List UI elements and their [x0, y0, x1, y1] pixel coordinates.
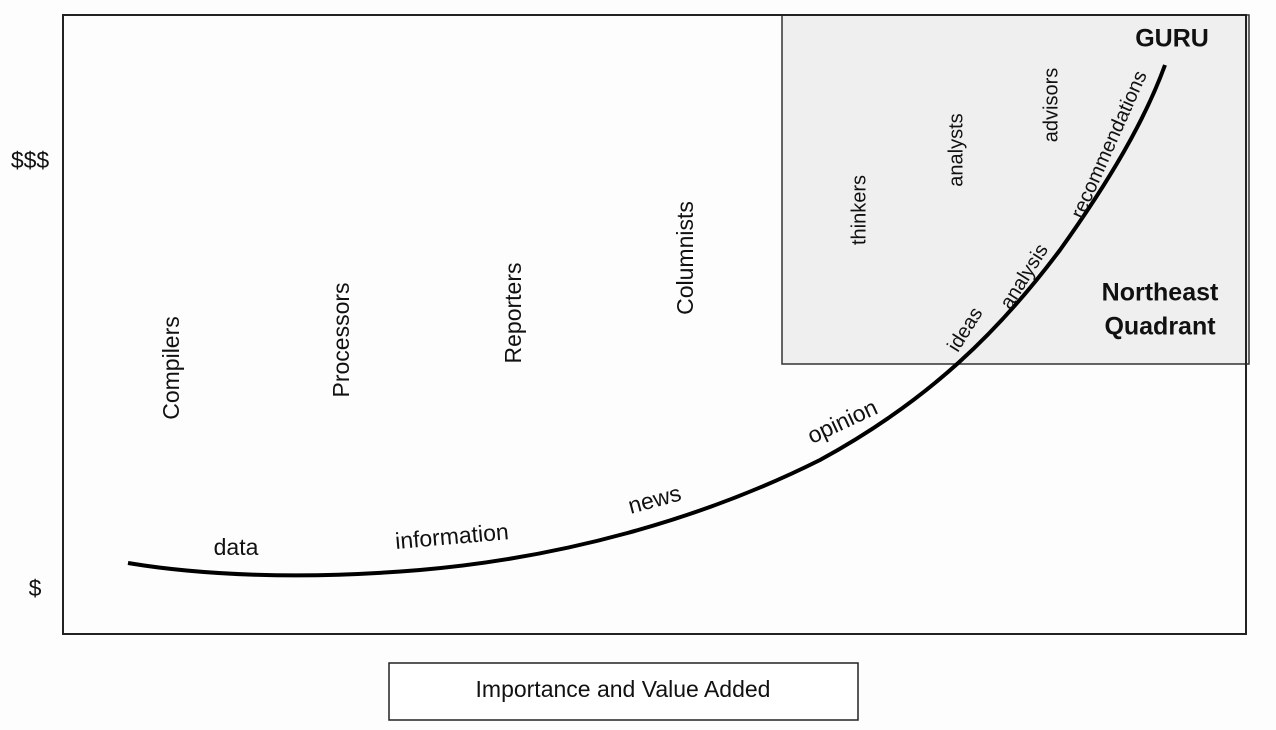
quadrant-label: Northeast	[1102, 279, 1219, 307]
role-label: Compilers	[158, 316, 184, 420]
role-label: Processors	[328, 282, 354, 397]
quadrant-role-label: analysts	[945, 113, 967, 186]
role-label: Columnists	[672, 201, 698, 315]
peak-label: GURU	[1135, 25, 1209, 53]
plot-frame	[62, 14, 1247, 635]
value-curve	[127, 64, 1167, 578]
x-axis-label-box	[388, 662, 859, 721]
role-label: Reporters	[500, 263, 526, 364]
quadrant-label: Quadrant	[1104, 313, 1216, 341]
y-low-label: $	[29, 575, 42, 601]
x-axis-label: Importance and Value Added	[476, 676, 771, 702]
quadrant-role-label: thinkers	[848, 175, 870, 245]
y-high-label: $$$	[11, 147, 50, 173]
curve-label: data	[214, 534, 259, 560]
quadrant-role-label: advisors	[1040, 68, 1062, 142]
